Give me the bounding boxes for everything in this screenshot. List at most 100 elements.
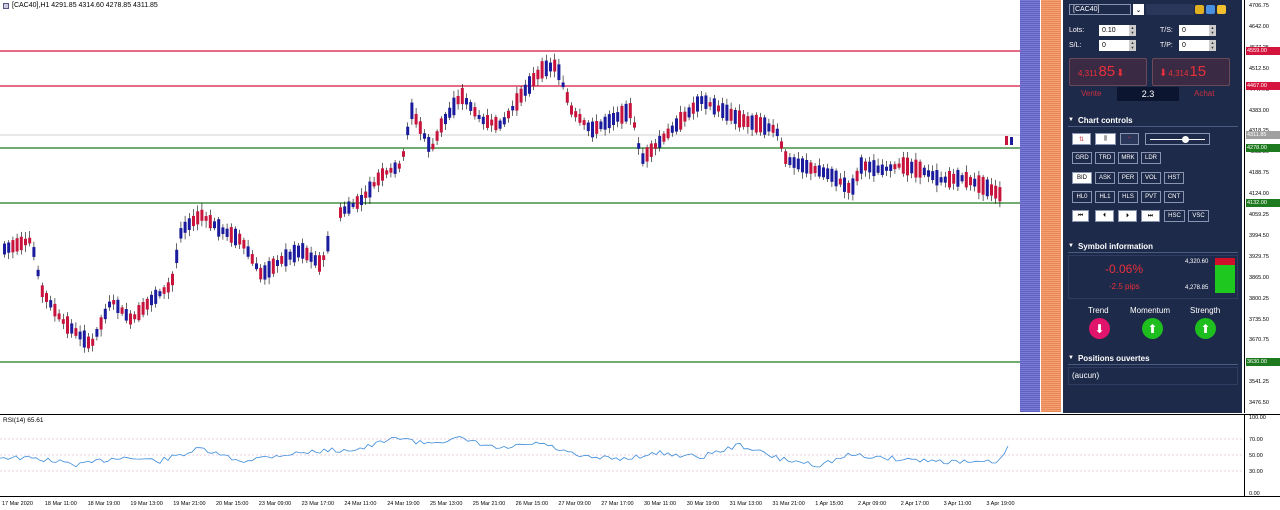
candle-body [343, 206, 347, 214]
ldr-button[interactable]: LDR [1141, 152, 1161, 164]
sl-stepper[interactable]: ▲ ▼ [1129, 40, 1136, 51]
sell-price-small: 4,311 [1078, 69, 1098, 78]
chevron-down-icon[interactable]: ⌄ [1133, 4, 1144, 15]
chart-type-candles-button[interactable]: ⫼ [1095, 133, 1116, 145]
hls-button[interactable]: HLS [1118, 191, 1138, 203]
candle-body [578, 114, 582, 123]
candle-body [977, 175, 981, 193]
vsc-button[interactable]: VSC [1188, 210, 1209, 222]
hsc-button[interactable]: HSC [1164, 210, 1185, 222]
vol-label: VOL [1144, 175, 1157, 181]
candle-body [301, 243, 305, 259]
next-bar-button[interactable]: ⏵ [1118, 210, 1137, 222]
hl1-button[interactable]: HL1 [1095, 191, 1115, 203]
time-tick: 18 Mar 19:00 [87, 501, 121, 507]
link-icon[interactable] [1195, 5, 1204, 14]
time-tick: 1 Apr 15:00 [815, 501, 844, 507]
ask-button[interactable]: ASK [1095, 172, 1115, 184]
prev-bar-button[interactable]: ⏴ [1095, 210, 1114, 222]
candle-body [649, 143, 653, 157]
lots-field[interactable]: 0.10 [1099, 25, 1129, 36]
price-tick: 4383.00 [1249, 107, 1269, 114]
candle-body [238, 233, 242, 245]
ts-stepper[interactable]: ▲ ▼ [1209, 25, 1216, 36]
candle-body [87, 336, 90, 349]
ldr-label: LDR [1144, 155, 1157, 161]
candle-body [137, 305, 141, 321]
triangle-down-icon: ▼ [1068, 355, 1074, 361]
positions-header[interactable]: ▼ Positions ouvertes [1068, 352, 1238, 365]
candle-body [603, 116, 607, 130]
vol-button[interactable]: VOL [1141, 172, 1161, 184]
candle-body [481, 116, 485, 125]
candle-body [918, 161, 922, 178]
candle-body [586, 122, 590, 132]
symbol-info-header[interactable]: ▼ Symbol information [1068, 240, 1238, 253]
candle-body [490, 119, 494, 126]
hst-button[interactable]: HST [1164, 172, 1184, 184]
trade-panel: [CAC40] ⌄ Lots: 0.10 ▲ ▼ T/S: 0 ▲ ▼ S/L: 0… [1063, 0, 1242, 413]
ts-field[interactable]: 0 [1179, 25, 1209, 36]
sl-field[interactable]: 0 [1099, 40, 1129, 51]
price-tick: 4706.75 [1249, 3, 1269, 9]
candle-body [864, 161, 867, 171]
candle-body [788, 157, 792, 166]
range-bar [1215, 258, 1235, 293]
tp-stepper[interactable]: ▲ ▼ [1209, 40, 1216, 51]
mrk-button[interactable]: MRK [1118, 152, 1138, 164]
sell-button[interactable]: 4,311 85 ⬇ [1069, 58, 1147, 86]
time-tick: 31 Mar 21:00 [772, 501, 805, 507]
candle-body [826, 168, 830, 180]
symbol-select[interactable]: [CAC40] [1069, 4, 1131, 15]
day-high: 4,320.60 [1185, 259, 1209, 265]
grid-icon[interactable] [1217, 5, 1226, 14]
chart-controls-title: Chart controls [1077, 115, 1133, 125]
buy-button[interactable]: ⬇ 4,314 15 [1152, 58, 1230, 86]
grd-button[interactable]: GRD [1072, 152, 1092, 164]
zoom-slider[interactable] [1145, 133, 1210, 145]
candle-body [969, 177, 972, 186]
candle-body [948, 170, 951, 188]
rsi-tick: 50.00 [1249, 453, 1263, 459]
cnt-button[interactable]: CNT [1164, 191, 1184, 203]
per-button[interactable]: PER [1118, 172, 1138, 184]
buy-price-small: 4,314 [1168, 69, 1189, 78]
first-bar-button[interactable]: ⏮ [1072, 210, 1089, 222]
rsi-indicator[interactable]: RSI(14) 65.61 [0, 414, 1244, 496]
pvt-button[interactable]: PVT [1141, 191, 1161, 203]
trd-button[interactable]: TRD [1095, 152, 1115, 164]
candle-body [574, 111, 578, 118]
candle-body [939, 177, 943, 183]
rsi-label: RSI(14) 65.61 [3, 417, 44, 424]
candle-body [11, 240, 15, 253]
candle-body [221, 227, 225, 234]
last-bar-button[interactable]: ⏭ [1141, 210, 1160, 222]
candle-body [519, 88, 523, 103]
candle-body [158, 291, 162, 297]
pvt-label: PVT [1145, 194, 1157, 200]
slider-handle[interactable] [1182, 136, 1189, 143]
candle-body [145, 298, 149, 310]
hls-label: HLS [1122, 194, 1134, 200]
chart-type-line-button[interactable]: ⌃ [1120, 133, 1139, 145]
candle-body [284, 249, 288, 267]
tp-field[interactable]: 0 [1179, 40, 1209, 51]
candle-body [809, 162, 813, 174]
gear-icon[interactable] [1206, 5, 1215, 14]
lots-stepper[interactable]: ▲ ▼ [1129, 25, 1136, 36]
trend-down-icon: ⬇ [1089, 318, 1110, 339]
candlestick-chart[interactable] [0, 0, 1020, 413]
hl0-button[interactable]: HL0 [1072, 191, 1092, 203]
bid-button[interactable]: BID [1072, 172, 1092, 184]
chart-type-bars-button[interactable]: ⇅ [1072, 133, 1091, 145]
chart-controls-header[interactable]: ▼ Chart controls [1068, 114, 1238, 127]
candle-body [78, 331, 82, 340]
time-axis: 17 Mar 2020 18 Mar 11:00 18 Mar 19:00 19 Ma… [0, 496, 1280, 510]
sl-value: 0 [1102, 42, 1106, 49]
candle-body [746, 116, 750, 128]
symbol-search-input[interactable] [1146, 4, 1194, 15]
candle-body [187, 218, 191, 230]
time-tick: 20 Mar 15:00 [216, 501, 249, 507]
candle-body [460, 87, 464, 105]
tp-label: T/P: [1160, 42, 1173, 49]
